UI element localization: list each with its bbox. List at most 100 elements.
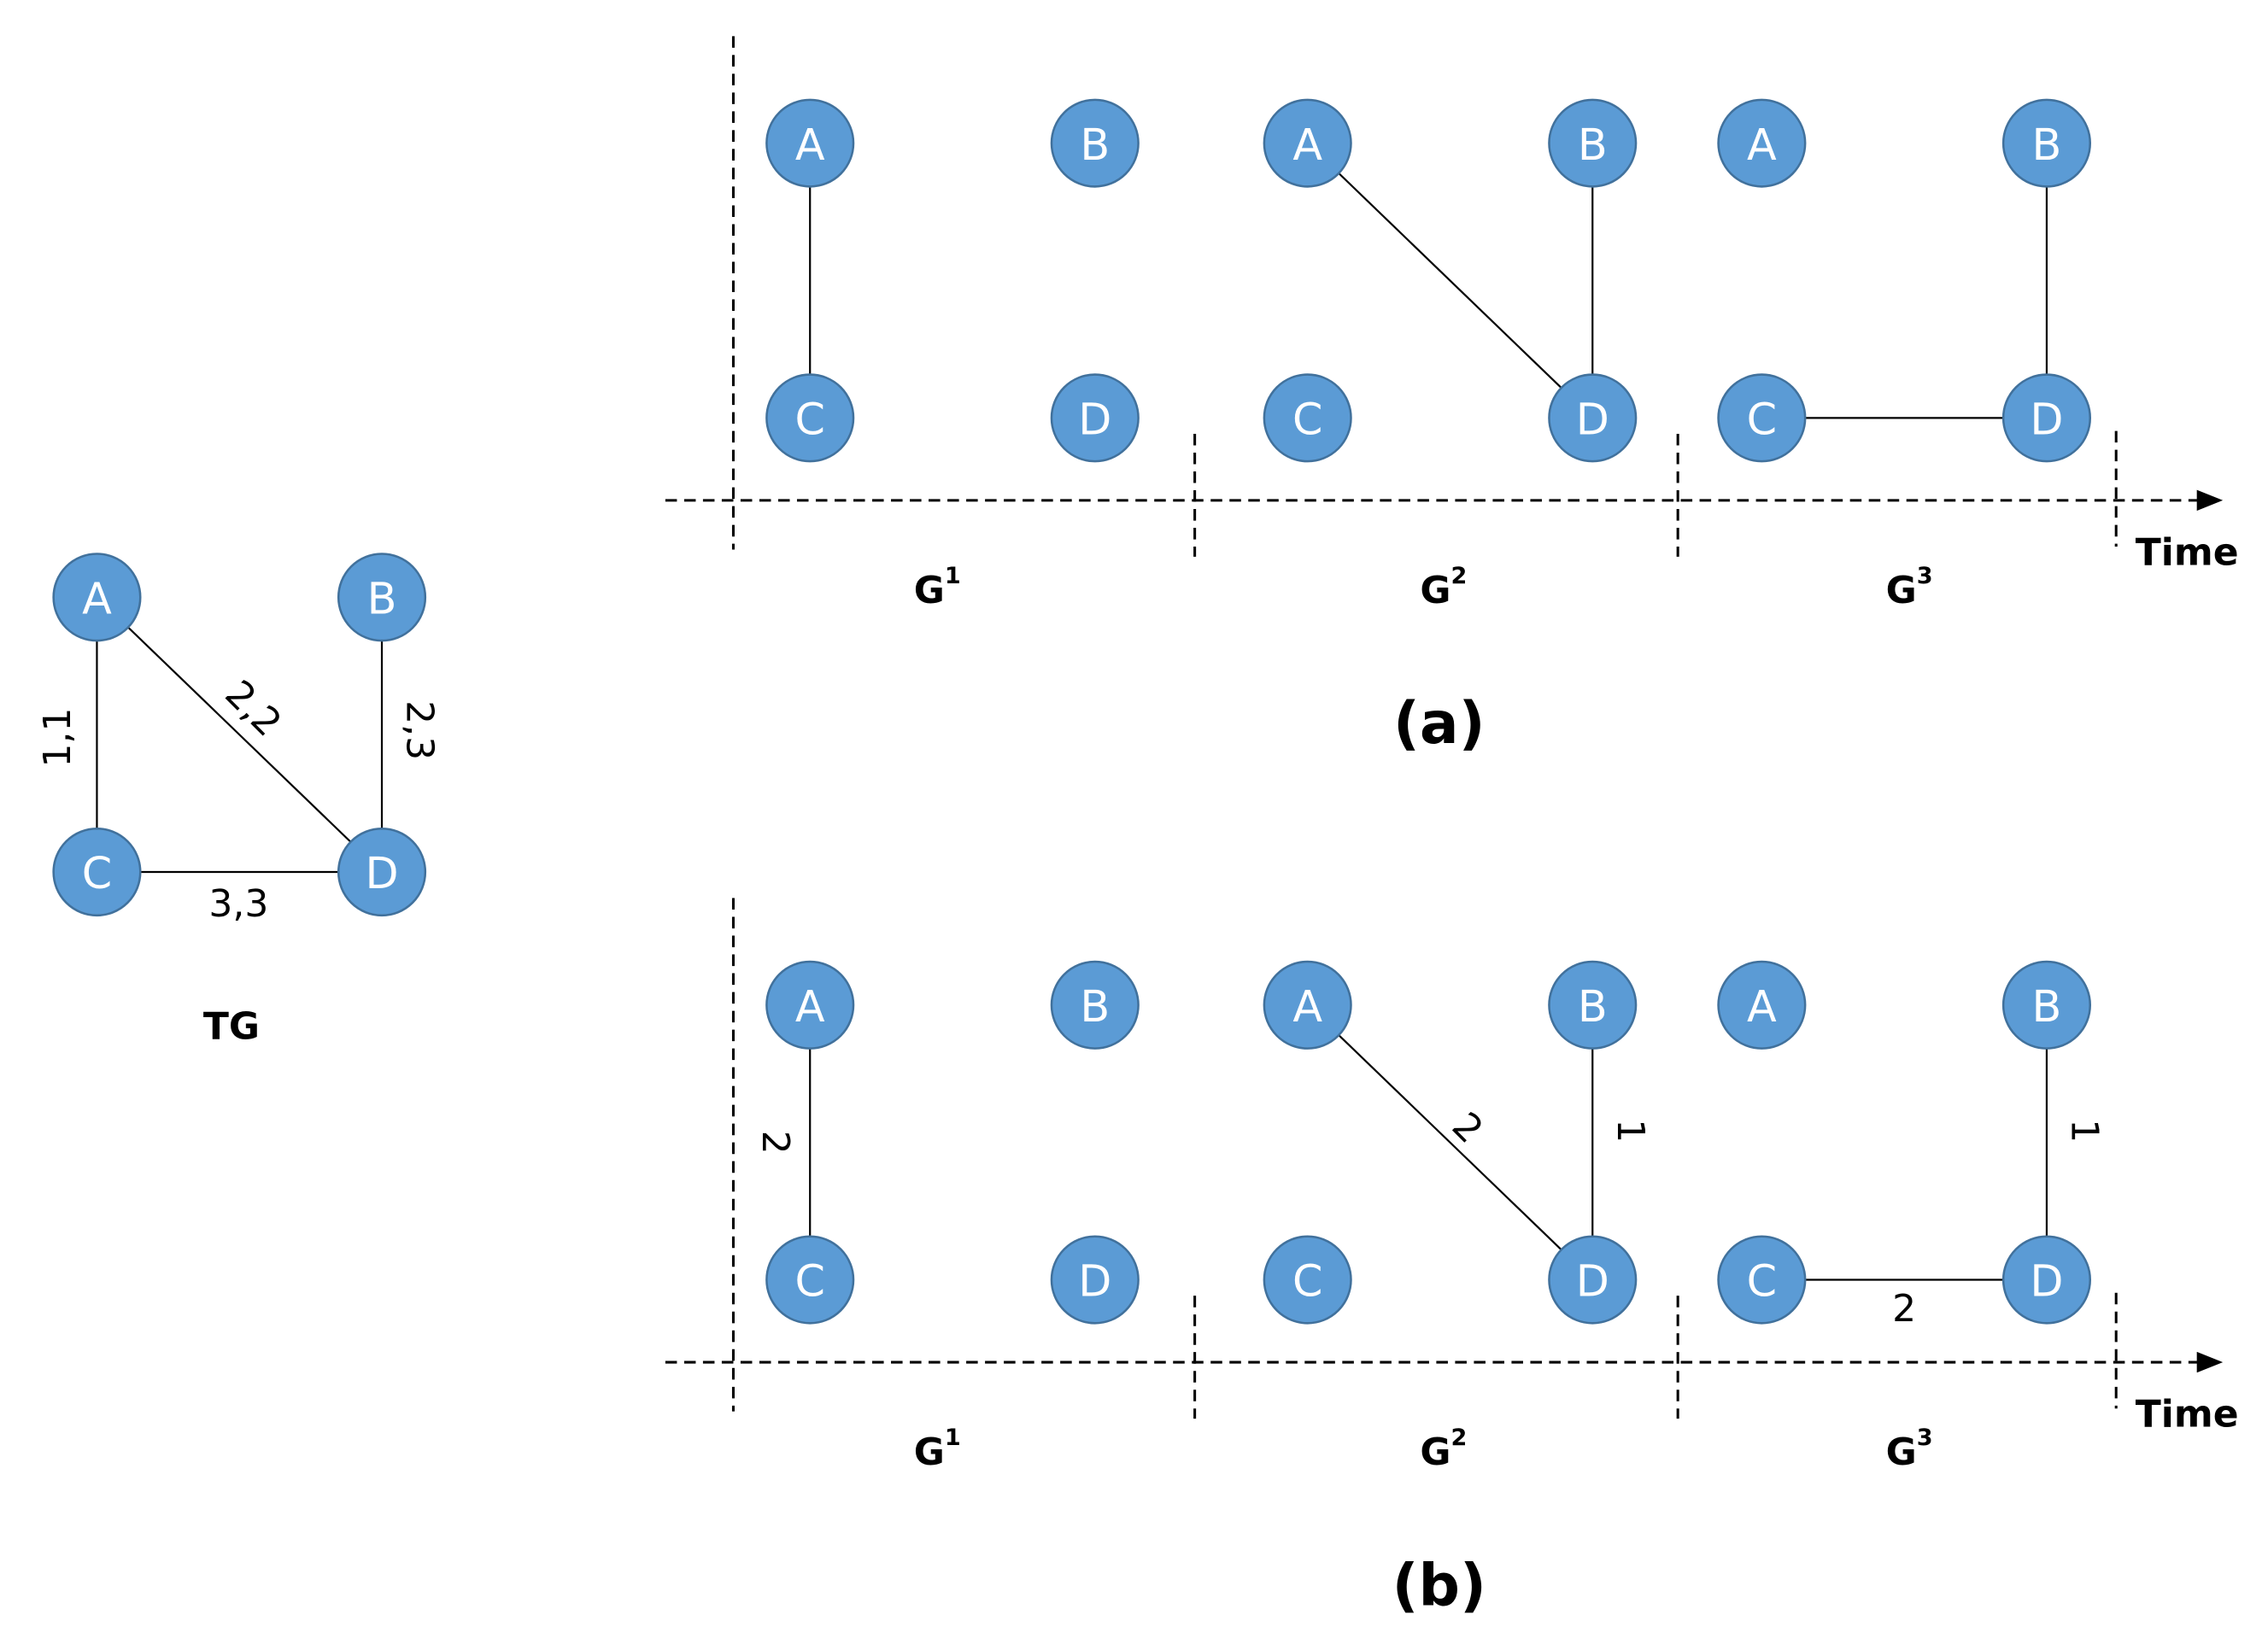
- node-label: D: [365, 848, 398, 898]
- node-label: B: [2032, 981, 2062, 1032]
- node-label: D: [2030, 395, 2063, 445]
- node: D: [2001, 373, 2092, 463]
- node-circle: [1050, 98, 1140, 188]
- axis-label: Time: [2136, 1392, 2239, 1436]
- snapshot-base: G: [914, 568, 945, 611]
- node: A: [1717, 98, 1807, 188]
- snapshot-label: G3: [1886, 1425, 1933, 1474]
- edge-label: 2: [1892, 1287, 1916, 1331]
- edge-label: 2,2: [217, 672, 290, 746]
- node: D: [1050, 373, 1140, 463]
- node: C: [1263, 1235, 1352, 1325]
- node-label: A: [795, 120, 825, 170]
- snapshot-sup: 2: [1451, 562, 1468, 588]
- node-label: C: [1292, 395, 1322, 445]
- snapshot-label: G1: [914, 1425, 961, 1474]
- caption: TG: [203, 1005, 260, 1049]
- edge-label: 2: [1444, 1104, 1491, 1152]
- node: C: [1717, 1235, 1807, 1325]
- snapshot-label: G2: [1420, 1425, 1467, 1474]
- node-circle: [1050, 373, 1140, 463]
- node: B: [337, 553, 427, 642]
- snapshot-sup: 3: [1917, 1425, 1933, 1451]
- edge-label: 1: [2062, 1119, 2106, 1143]
- node: D: [2001, 1235, 2092, 1325]
- snapshot-base: G: [1420, 1431, 1450, 1474]
- node-circle: [1050, 1235, 1140, 1325]
- node: C: [1717, 373, 1807, 463]
- snapshot-label: G1: [914, 562, 961, 611]
- snapshot-sup: 3: [1917, 562, 1933, 588]
- node: D: [1548, 1235, 1638, 1325]
- node: D: [1548, 373, 1638, 463]
- node-circle: [1717, 98, 1807, 188]
- node-circle: [2001, 1235, 2092, 1325]
- node-circle: [2001, 98, 2092, 188]
- node: A: [1263, 98, 1352, 188]
- axis-label: Time: [2136, 530, 2239, 574]
- node: C: [1263, 373, 1352, 463]
- node-circle: [765, 960, 855, 1050]
- snapshot-base: G: [1886, 568, 1917, 611]
- node: B: [2001, 98, 2092, 188]
- node-label: D: [1576, 395, 1609, 445]
- node-label: A: [82, 574, 112, 624]
- node-circle: [2001, 373, 2092, 463]
- edge: [1306, 1004, 1594, 1281]
- node-circle: [1263, 98, 1352, 188]
- node-circle: [1263, 1235, 1352, 1325]
- node: C: [52, 827, 142, 917]
- node: C: [765, 1235, 855, 1325]
- node-label: D: [1078, 1256, 1111, 1307]
- node-circle: [765, 1235, 855, 1325]
- node: A: [765, 98, 855, 188]
- node: A: [1717, 960, 1807, 1050]
- node-circle: [1548, 1235, 1638, 1325]
- node-circle: [1717, 1235, 1807, 1325]
- node-circle: [1548, 960, 1638, 1050]
- node-circle: [52, 827, 142, 917]
- node-label: C: [794, 395, 824, 445]
- node-label: A: [1292, 120, 1322, 170]
- edge-label: 2,3: [398, 700, 442, 760]
- node-label: C: [1292, 1256, 1322, 1307]
- node-label: B: [1578, 120, 1608, 170]
- snapshot-base: G: [1420, 568, 1450, 611]
- node-circle: [1050, 960, 1140, 1050]
- node-label: D: [1078, 395, 1111, 445]
- snapshot-sup: 2: [1451, 1425, 1468, 1451]
- snapshot-sup: 1: [945, 562, 961, 588]
- edge-label: 1: [1609, 1119, 1652, 1143]
- node-circle: [765, 373, 855, 463]
- node: B: [1050, 98, 1140, 188]
- node-label: A: [1747, 981, 1777, 1032]
- node-circle: [1263, 960, 1352, 1050]
- node-label: A: [1292, 981, 1322, 1032]
- node-label: D: [2030, 1256, 2063, 1307]
- edge: [96, 596, 383, 873]
- node: B: [1050, 960, 1140, 1050]
- node-label: B: [2032, 120, 2062, 170]
- node-label: A: [795, 981, 825, 1032]
- node-circle: [337, 827, 427, 917]
- edge-label: 2: [753, 1131, 797, 1155]
- node-circle: [52, 553, 142, 642]
- edge-label: 3,3: [208, 882, 268, 926]
- node: B: [2001, 960, 2092, 1050]
- caption: (b): [1392, 1551, 1486, 1618]
- node: A: [1263, 960, 1352, 1050]
- snapshot-base: G: [914, 1431, 945, 1474]
- node-label: B: [1578, 981, 1608, 1032]
- node-circle: [2001, 960, 2092, 1050]
- node-label: C: [1747, 395, 1777, 445]
- node-label: A: [1747, 120, 1777, 170]
- node: D: [337, 827, 427, 917]
- edge-label: 1,1: [36, 708, 79, 768]
- node-label: D: [1576, 1256, 1609, 1307]
- node-label: B: [1080, 981, 1110, 1032]
- node-label: B: [367, 574, 397, 624]
- node-circle: [765, 98, 855, 188]
- node: A: [765, 960, 855, 1050]
- node: B: [1548, 98, 1638, 188]
